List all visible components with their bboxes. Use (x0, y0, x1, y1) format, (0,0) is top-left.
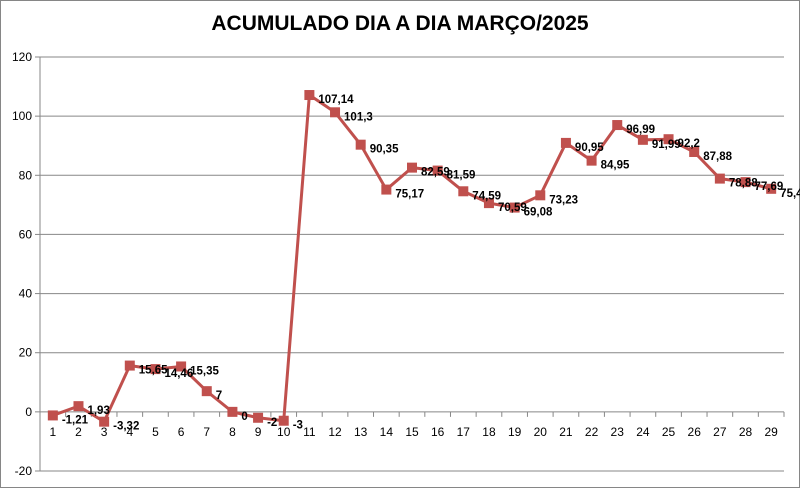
data-label: 0 (241, 411, 247, 423)
data-label: 84,95 (601, 160, 630, 172)
y-tick-label: 0 (25, 405, 32, 419)
data-label: 70,59 (498, 202, 527, 214)
data-label: 82,59 (421, 167, 450, 179)
data-label: 78,88 (729, 178, 758, 190)
x-tick-label: 2 (75, 425, 82, 439)
data-label: 15,65 (139, 365, 168, 377)
data-point-marker (535, 190, 546, 201)
data-point-marker (150, 364, 161, 375)
x-tick-label: 6 (178, 425, 185, 439)
data-point-marker (253, 412, 264, 423)
data-label: 75,43 (780, 188, 800, 200)
y-tick-label: -20 (15, 464, 33, 478)
data-point-marker (509, 202, 520, 213)
x-tick-label: 29 (764, 425, 778, 439)
x-tick-label: 3 (101, 425, 108, 439)
x-tick-label: 24 (636, 425, 650, 439)
y-tick-label: 40 (19, 287, 33, 301)
data-label: -1,21 (62, 414, 89, 426)
x-tick-label: 7 (203, 425, 210, 439)
y-tick-label: 60 (19, 227, 33, 241)
data-label: 90,95 (575, 142, 604, 154)
data-label: -3,32 (113, 421, 139, 433)
x-tick-label: 16 (431, 425, 445, 439)
data-label: -3 (293, 420, 303, 432)
data-point-marker (355, 139, 366, 150)
data-label: 81,59 (447, 170, 476, 182)
data-label: 107,14 (318, 94, 354, 106)
data-label: 77,69 (755, 181, 784, 193)
data-point-marker (330, 107, 341, 118)
x-tick-label: 14 (380, 425, 394, 439)
data-point-marker (432, 165, 443, 176)
x-tick-label: 8 (229, 425, 236, 439)
data-label: 87,88 (703, 151, 732, 163)
data-point-marker (766, 183, 777, 194)
x-tick-label: 5 (152, 425, 159, 439)
data-point-marker (586, 155, 597, 166)
y-tick-label: 20 (19, 346, 33, 360)
data-point-marker (714, 173, 725, 184)
data-label: 69,08 (524, 207, 553, 219)
x-tick-label: 9 (255, 425, 262, 439)
x-tick-label: 11 (303, 425, 316, 439)
y-tick-label: 80 (19, 168, 33, 182)
data-point-marker (201, 386, 212, 397)
data-label: 15,35 (190, 365, 219, 377)
data-point-marker (124, 360, 135, 371)
x-tick-label: 1 (49, 425, 56, 439)
data-label: 14,46 (164, 368, 193, 380)
x-tick-label: 20 (534, 425, 548, 439)
data-point-marker (458, 186, 469, 197)
data-point-marker (227, 406, 238, 417)
data-point-marker (689, 146, 700, 157)
x-tick-label: 15 (405, 425, 419, 439)
x-tick-label: 28 (739, 425, 753, 439)
data-point-marker (47, 410, 58, 421)
x-tick-label: 13 (354, 425, 368, 439)
chart-title: ACUMULADO DIA A DIA MARÇO/2025 (211, 12, 589, 35)
data-point-marker (560, 137, 571, 148)
x-tick-label: 19 (508, 425, 522, 439)
x-tick-label: 22 (585, 425, 599, 439)
data-label: 7 (216, 390, 222, 402)
y-tick-label: 100 (12, 109, 32, 123)
x-tick-label: 4 (126, 425, 133, 439)
data-label: 92,2 (678, 138, 700, 150)
x-tick-label: 12 (328, 425, 342, 439)
data-point-marker (278, 415, 289, 426)
data-label: 1,93 (87, 405, 109, 417)
data-point-marker (612, 120, 623, 131)
data-label: -2 (267, 417, 277, 429)
y-tick-label: 120 (12, 50, 32, 64)
data-point-marker (381, 184, 392, 195)
data-label: 75,17 (395, 189, 424, 201)
data-label: 73,23 (549, 194, 578, 206)
data-point-marker (176, 361, 187, 372)
x-tick-label: 27 (713, 425, 727, 439)
data-point-marker (99, 416, 110, 427)
x-tick-label: 10 (277, 425, 291, 439)
x-tick-label: 21 (559, 425, 573, 439)
x-tick-label: 25 (662, 425, 676, 439)
x-tick-label: 26 (688, 425, 702, 439)
data-point-marker (407, 162, 417, 173)
data-point-marker (637, 134, 648, 145)
data-label: 74,59 (472, 190, 501, 202)
data-label: 91,99 (652, 139, 681, 151)
data-label: 101,3 (344, 111, 373, 123)
data-point-marker (483, 198, 494, 209)
data-point-marker (740, 177, 751, 188)
x-tick-label: 23 (611, 425, 625, 439)
x-tick-label: 18 (482, 425, 496, 439)
data-label: 96,99 (626, 124, 655, 136)
data-point-marker (663, 134, 674, 145)
data-point-marker (73, 401, 84, 412)
x-tick-label: 17 (457, 425, 471, 439)
data-label: 90,35 (370, 144, 399, 156)
data-point-marker (304, 90, 315, 101)
